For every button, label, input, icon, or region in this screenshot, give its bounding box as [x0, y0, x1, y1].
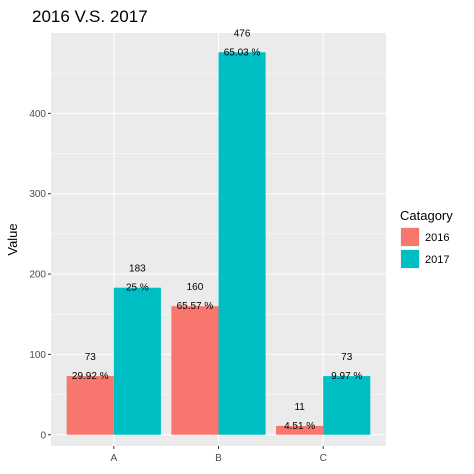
percent-label: 4.51 %	[284, 421, 315, 432]
legend-swatch-2017	[401, 250, 419, 268]
data-labels: 73 29.92 % 160 65.57 % 11 4.51 % 183 25 % 476 65.…	[72, 28, 363, 432]
bar-2017-C	[323, 376, 371, 435]
legend-label-2017: 2017	[425, 254, 449, 266]
percent-label: 29.92 %	[72, 371, 109, 382]
y-tick-label: 0	[40, 430, 46, 441]
y-tick-label: 400	[29, 109, 46, 120]
value-label: 160	[187, 282, 204, 293]
y-tick-label: 300	[29, 189, 46, 200]
legend-title: Catagory	[400, 208, 453, 223]
chart-title: 2016 V.S. 2017	[32, 7, 148, 26]
bar-2016-B	[171, 306, 219, 435]
value-label: 476	[234, 28, 251, 39]
y-axis: 0 100 200 300 400	[29, 109, 51, 441]
value-label: 183	[129, 264, 146, 275]
legend-swatch-2016	[401, 228, 419, 246]
x-tick-label: B	[215, 453, 222, 464]
y-tick-label: 200	[29, 270, 46, 281]
percent-label: 9.97 %	[331, 371, 362, 382]
bar-2017-A	[113, 287, 161, 435]
x-tick-label: C	[320, 453, 327, 464]
legend: Catagory 2016 2017	[400, 208, 453, 269]
legend-label-2016: 2016	[425, 232, 449, 244]
value-label: 11	[294, 402, 305, 413]
bar-2017-B	[218, 52, 266, 435]
y-axis-title: Value	[5, 223, 20, 255]
value-label: 73	[85, 352, 97, 363]
value-label: 73	[341, 352, 353, 363]
percent-label: 65.57 %	[177, 301, 214, 312]
bar-2016-A	[66, 376, 114, 435]
percent-label: 25 %	[126, 283, 149, 294]
bar-2016-C	[276, 425, 324, 435]
y-tick-label: 100	[29, 350, 46, 361]
x-axis: A B C	[110, 446, 327, 464]
percent-label: 65.03 %	[224, 47, 261, 58]
bars	[66, 52, 371, 435]
x-tick-label: A	[110, 453, 117, 464]
